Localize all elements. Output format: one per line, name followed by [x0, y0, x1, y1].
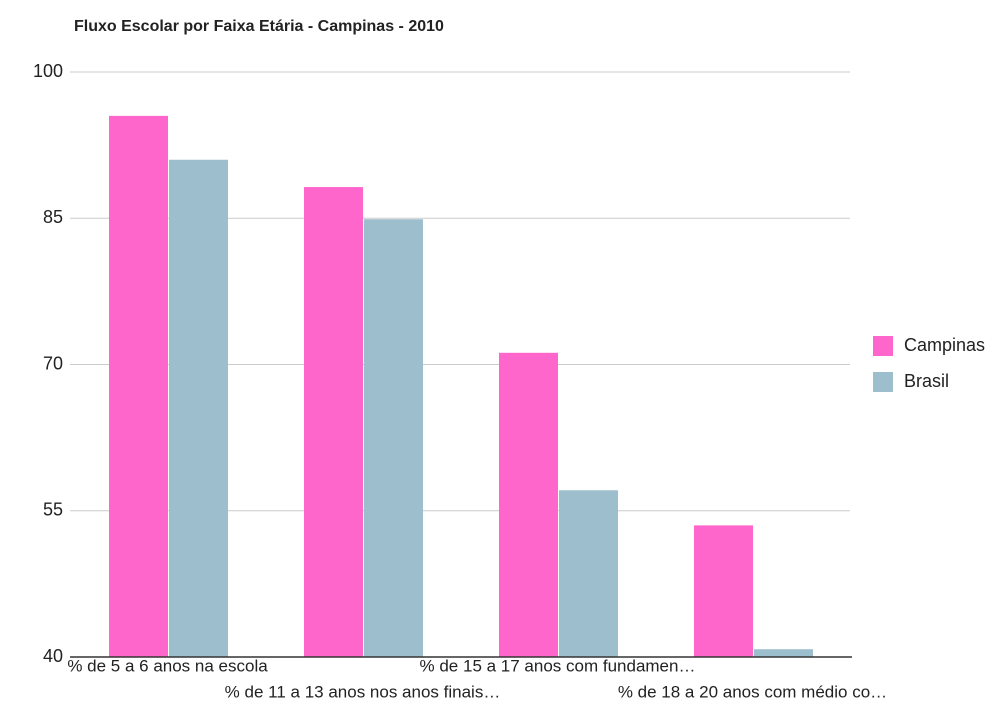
legend-label: Campinas: [904, 335, 985, 355]
y-tick-label: 55: [43, 500, 63, 520]
legend-swatch: [873, 336, 893, 356]
chart-title: Fluxo Escolar por Faixa Etária - Campina…: [74, 18, 444, 35]
bar: [559, 490, 618, 657]
x-tick-label: % de 15 a 17 anos com fundamen…: [420, 656, 696, 675]
legend-label: Brasil: [904, 371, 949, 391]
y-tick-label: 100: [33, 61, 63, 81]
y-tick-label: 40: [43, 646, 63, 666]
y-tick-label: 70: [43, 353, 63, 373]
bar: [499, 352, 558, 657]
x-tick-label: % de 18 a 20 anos com médio co…: [618, 682, 887, 701]
bar: [169, 159, 228, 657]
bar: [694, 525, 753, 657]
x-tick-label: % de 5 a 6 anos na escola: [67, 656, 268, 675]
bar: [364, 219, 423, 657]
y-tick-label: 85: [43, 207, 63, 227]
legend-swatch: [873, 372, 893, 392]
bar: [754, 649, 813, 657]
bar: [109, 115, 168, 657]
bar: [304, 187, 363, 658]
x-tick-label: % de 11 a 13 anos nos anos finais…: [225, 682, 501, 701]
